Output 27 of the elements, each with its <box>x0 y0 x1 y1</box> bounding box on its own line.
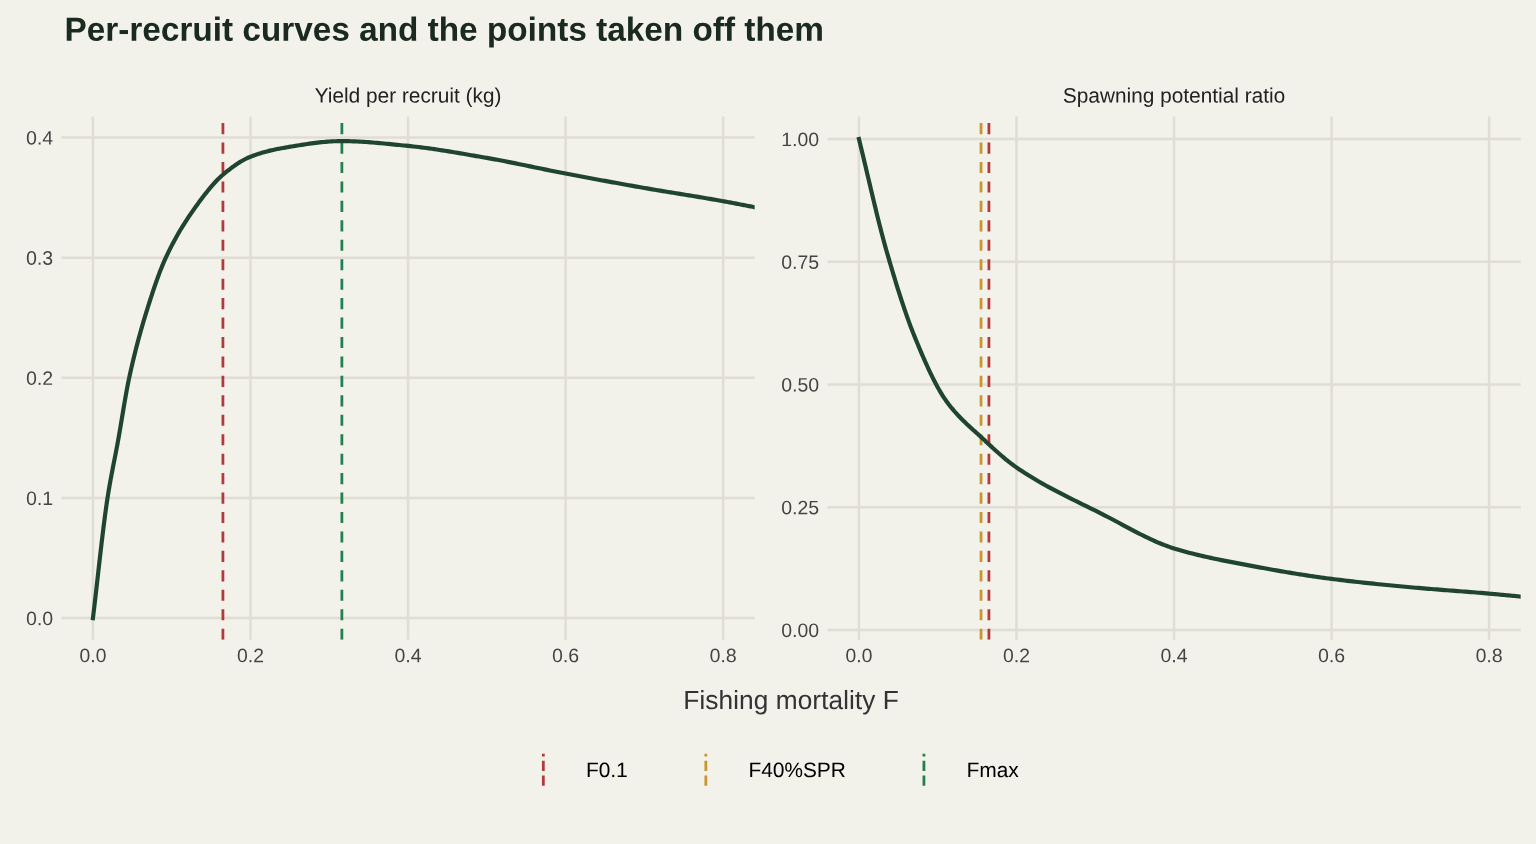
x-tick-label: 0.4 <box>1161 648 1187 663</box>
chart-subtitle: Spawning potential ratio <box>1063 87 1285 107</box>
y-tick-label: 0.50 <box>782 377 819 392</box>
x-tick-label: 0.2 <box>237 648 264 663</box>
y-tick-label: 0.3 <box>26 251 53 265</box>
chart-subtitle: Yield per recruit (kg) <box>315 87 501 107</box>
y-tick-label: 0.0 <box>26 611 53 626</box>
x-tick-label: 0.0 <box>80 648 106 663</box>
y-tick-label: 0.1 <box>26 491 53 506</box>
legend-label: F40%SPR <box>750 762 845 778</box>
y-tick-label: 0.75 <box>782 255 819 270</box>
x-tick-label: 0.6 <box>552 648 579 663</box>
x-tick-label: 0.0 <box>846 648 872 663</box>
y-tick-label: 0.00 <box>782 623 819 638</box>
x-tick-label: 0.8 <box>1476 648 1502 663</box>
y-tick-label: 0.2 <box>26 371 53 386</box>
x-axis-title: Fishing mortality F <box>685 689 898 715</box>
legend-label: F0.1 <box>587 762 627 778</box>
y-tick-label: 1.00 <box>782 132 819 147</box>
legend-label: Fmax <box>968 762 1019 778</box>
chart-title: Per-recruit curves and the points taken off them <box>66 16 822 48</box>
y-tick-label: 0.25 <box>782 500 819 515</box>
x-tick-label: 0.6 <box>1318 648 1345 663</box>
x-tick-label: 0.2 <box>1003 648 1030 663</box>
x-tick-label: 0.8 <box>710 648 736 663</box>
x-tick-label: 0.4 <box>395 648 421 663</box>
y-tick-label: 0.4 <box>26 130 53 145</box>
